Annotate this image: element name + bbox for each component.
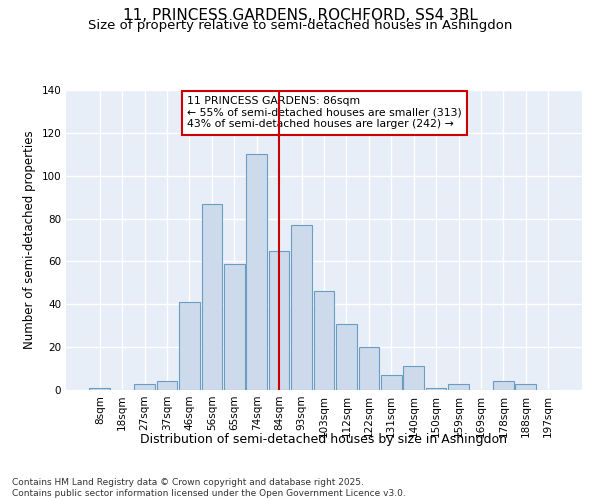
Bar (359, 347, 379, 390)
Y-axis label: Number of semi-detached properties: Number of semi-detached properties (23, 130, 36, 350)
Bar (314, 292, 334, 390)
Text: Contains HM Land Registry data © Crown copyright and database right 2025.
Contai: Contains HM Land Registry data © Crown c… (12, 478, 406, 498)
Text: Distribution of semi-detached houses by size in Ashingdon: Distribution of semi-detached houses by … (140, 432, 508, 446)
Bar (247, 154, 267, 390)
Bar (493, 382, 514, 390)
Text: Size of property relative to semi-detached houses in Ashingdon: Size of property relative to semi-detach… (88, 19, 512, 32)
Bar (269, 250, 289, 390)
Bar (403, 366, 424, 390)
Bar (336, 324, 357, 390)
Bar (224, 264, 245, 390)
Bar (381, 375, 401, 390)
Bar (134, 384, 155, 390)
Text: 11, PRINCESS GARDENS, ROCHFORD, SS4 3BL: 11, PRINCESS GARDENS, ROCHFORD, SS4 3BL (122, 8, 478, 22)
Bar (291, 225, 312, 390)
Bar (515, 384, 536, 390)
Bar (157, 382, 178, 390)
Text: 11 PRINCESS GARDENS: 86sqm
← 55% of semi-detached houses are smaller (313)
43% o: 11 PRINCESS GARDENS: 86sqm ← 55% of semi… (187, 96, 462, 129)
Bar (426, 388, 446, 390)
Bar (179, 302, 200, 390)
Bar (89, 388, 110, 390)
Bar (448, 384, 469, 390)
Bar (202, 204, 222, 390)
